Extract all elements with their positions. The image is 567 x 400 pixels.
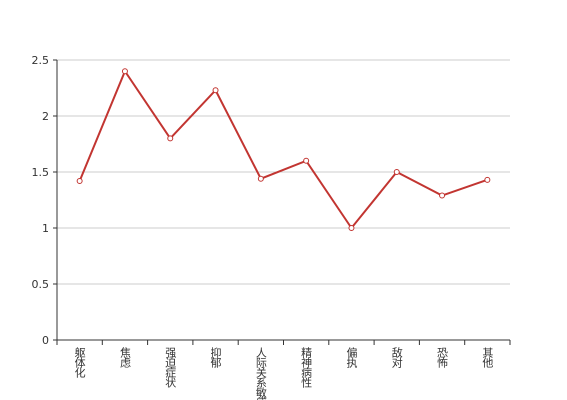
- x-tick-label: 强迫症状: [164, 347, 177, 388]
- y-tick-label: 0: [42, 334, 49, 347]
- point: [121, 68, 128, 75]
- x-tick-label: 躯体化: [73, 347, 86, 379]
- point: [393, 169, 400, 175]
- y-tick-label: 1.5: [32, 166, 50, 179]
- point: [167, 135, 174, 142]
- point: [439, 192, 446, 199]
- x-tick-label: 精神病性: [300, 347, 313, 389]
- point: [303, 157, 310, 164]
- y-tick-label: 2.5: [32, 54, 50, 67]
- y-tick-label: 0.5: [32, 278, 50, 291]
- point: [348, 225, 355, 231]
- y-tick-label: 1: [42, 222, 49, 235]
- point: [484, 176, 491, 183]
- x-tick-label: 人际关系敏感: [254, 347, 267, 400]
- x-tick-label: 恐怖: [436, 347, 449, 368]
- line: [78, 69, 488, 230]
- x-tick-label: 抑郁: [209, 346, 222, 368]
- x-tick-label: 焦虑: [118, 347, 131, 368]
- x-tick-label: 偏执: [345, 346, 358, 369]
- point: [76, 177, 83, 184]
- point: [257, 175, 264, 182]
- x-tick-label: 其他: [481, 347, 494, 368]
- point: [212, 87, 219, 94]
- y-tick-label: 2: [42, 110, 49, 123]
- x-tick-label: 敌对: [390, 346, 403, 368]
